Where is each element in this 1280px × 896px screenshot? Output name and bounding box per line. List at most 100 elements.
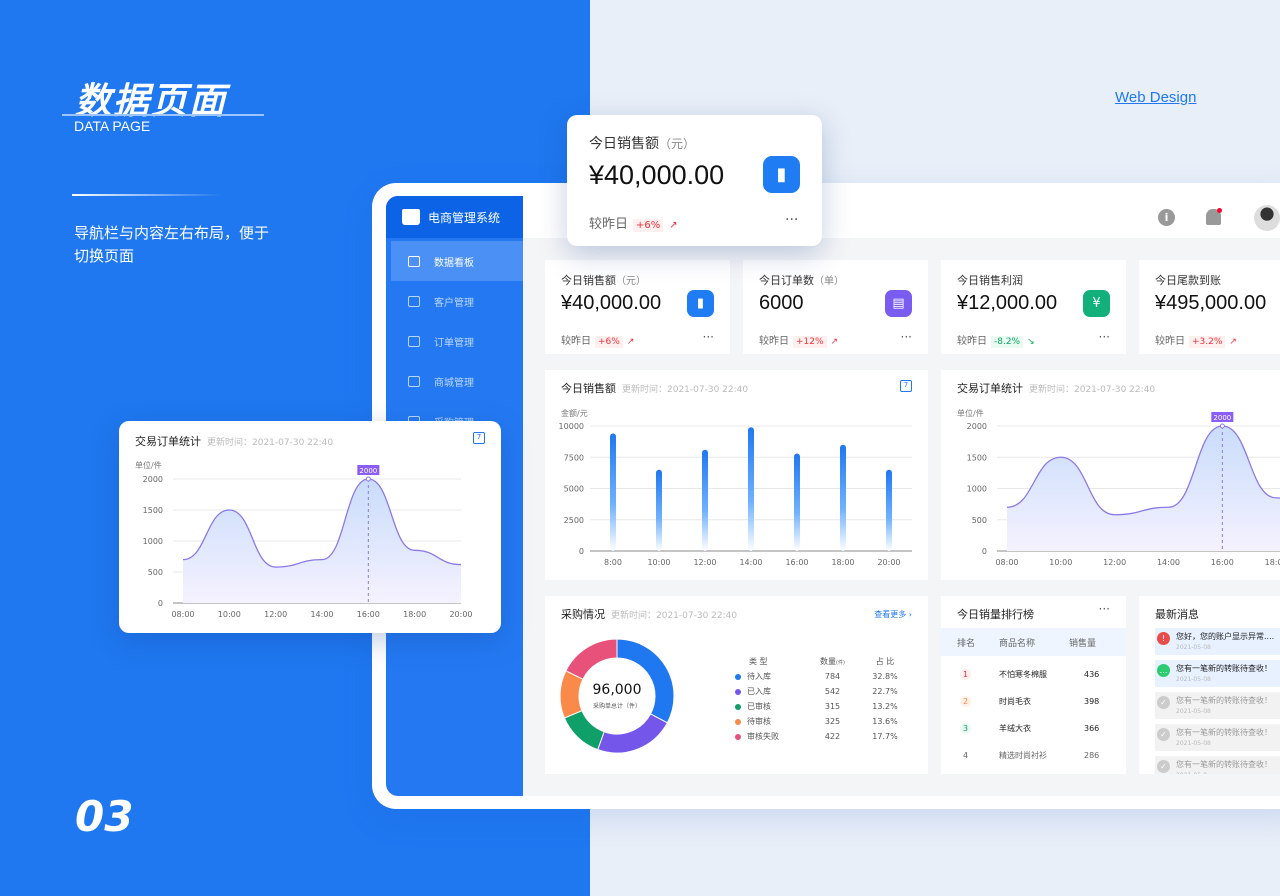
more-icon[interactable]: ··· (1098, 330, 1110, 344)
calendar-icon[interactable]: 7 (900, 380, 912, 392)
users-icon (408, 295, 420, 307)
bar (656, 469, 662, 551)
message-date: 2021-05-0 (1176, 772, 1272, 774)
compare-label: 较昨日 (759, 336, 789, 347)
message-item[interactable]: ✓ 您有一笔新的转账待查收！ 2021-05-08 (1155, 692, 1280, 719)
info-icon[interactable]: i (1158, 209, 1175, 226)
tooltip (357, 465, 380, 475)
bell-icon[interactable] (1206, 209, 1221, 225)
col-type: 类 型 (749, 657, 768, 666)
floating-sales-card: 今日销售额（元） ¥40,000.00 ▮ 较昨日 +6% ↗ ··· (567, 115, 822, 246)
notification-dot (1217, 208, 1222, 213)
sales-count: 286 (1084, 751, 1100, 760)
sidebar-item[interactable]: 订单管理 (386, 321, 523, 361)
donut-slice (563, 709, 605, 751)
message-text: 您有一笔新的转账待查收！ (1176, 696, 1272, 705)
avatar[interactable] (1254, 205, 1280, 231)
compare-label: 较昨日 (589, 217, 629, 232)
stat-label: 今日销售额 (561, 274, 616, 287)
trend-up-icon: ↗ (669, 220, 678, 231)
ranking-row[interactable]: 3 羊绒大衣 366 (941, 723, 1126, 734)
stat-value: ¥495,000.00 (1155, 292, 1267, 314)
more-icon[interactable]: ··· (1098, 602, 1110, 616)
legend-pct: 13.6% (872, 717, 898, 726)
stat-unit: （元） (659, 137, 696, 151)
sidebar-item-label: 订单管理 (434, 337, 474, 349)
legend-pct: 32.8% (872, 672, 898, 681)
update-time: 更新时间：2021-07-30 22:40 (1029, 385, 1156, 395)
x-tick-label: 12:00 (693, 558, 716, 567)
sidebar-item-label: 数据看板 (434, 257, 474, 269)
sidebar-item[interactable]: 客户管理 (386, 281, 523, 321)
chart-title: 今日销售额 (561, 382, 616, 395)
legend-pct: 13.2% (872, 702, 898, 711)
message-item[interactable]: ✓ 您有一笔新的转账待查收！ 2021-05-08 (1155, 724, 1280, 751)
x-tick-label: 14:00 (310, 610, 333, 619)
trend-down-icon: ↘ (1027, 337, 1035, 347)
change-badge: -8.2% (991, 336, 1024, 348)
x-tick-label: 08:00 (995, 558, 1018, 567)
x-tick-label: 12:00 (264, 610, 287, 619)
change-badge: +6% (633, 219, 664, 232)
message-item[interactable]: … 您有一笔新的转账待查收！ 2021-05-08 (1155, 660, 1280, 687)
series-line (182, 478, 462, 568)
x-tick-label: 14:00 (739, 558, 762, 567)
more-icon[interactable]: ··· (785, 212, 799, 228)
x-tick-label: 8:00 (604, 558, 622, 567)
y-tick-label: 5000 (564, 485, 584, 494)
ranking-row[interactable]: 2 时尚毛衣 398 (941, 696, 1126, 707)
y-tick-label: 500 (148, 568, 163, 577)
notepad-icon: ▤ (885, 290, 912, 317)
legend-header: 类 型 数量(件) 占 比 (735, 654, 910, 669)
sidebar-item[interactable]: 数据看板 (391, 241, 523, 281)
stat-value: ¥40,000.00 (589, 160, 725, 190)
purchase-legend: 类 型 数量(件) 占 比待入库 784 32.8% 已入库 542 22.7% 已审核 315 1… (735, 654, 910, 744)
app-name: 电商管理系统 (428, 210, 501, 225)
legend-row: 待审核 325 13.6% (735, 714, 910, 729)
legend-qty: 422 (824, 732, 841, 741)
more-icon[interactable]: ··· (900, 330, 912, 344)
qty-unit: (件) (836, 660, 845, 666)
product-name: 不怕寒冬棉服 (999, 670, 1047, 679)
sidebar-item[interactable]: 商城管理 (386, 361, 523, 401)
view-more-link[interactable]: 查看更多 › (874, 610, 912, 619)
stat-label: 今日订单数 (759, 274, 814, 287)
message-item[interactable]: ✓ 您有一笔新的转账待查收！ 2021-05-0 (1155, 756, 1280, 774)
hero-description: 导航栏与内容左右布局，便于切换页面 (74, 224, 270, 265)
chat-icon: … (1157, 664, 1170, 677)
message-date: 2021-05-08 (1176, 644, 1211, 651)
trend-up-icon: ↗ (1229, 337, 1237, 347)
area-fill (183, 479, 461, 603)
x-tick-label: 14:00 (1157, 558, 1180, 567)
sales-count: 366 (1084, 724, 1100, 733)
calendar-icon[interactable]: 7 (473, 432, 485, 444)
divider (72, 194, 222, 196)
highlight-point (1219, 423, 1225, 429)
ranking-row[interactable]: 1 不怕寒冬棉服 436 (941, 669, 1126, 680)
y-tick-label: 1500 (967, 453, 987, 462)
message-item[interactable]: ! 您好，您的账户显示异常.... 2021-05-08 (1155, 628, 1280, 655)
floating-orders-chart: 交易订单统计 更新时间：2021-07-30 22:40 7 单位/件 0 500 1… (119, 421, 501, 633)
more-icon[interactable]: ··· (702, 330, 714, 344)
rank-badge: 4 (962, 751, 969, 760)
sales-count: 436 (1084, 670, 1100, 679)
sidebar-item-label: 客户管理 (434, 297, 474, 309)
message-date: 2021-05-08 (1176, 676, 1211, 683)
stat-card: 今日订单数（单） 6000 ▤ 较昨日 +12% ↗ ··· (743, 260, 928, 354)
rank-badge: 3 (960, 723, 971, 734)
message-text: 您有一笔新的转账待查收！ (1176, 728, 1272, 737)
stat-unit: （单） (814, 276, 844, 287)
y-tick-label: 0 (579, 547, 584, 556)
bar (610, 433, 616, 551)
shopping-bag-icon (402, 209, 420, 225)
ranking-row[interactable]: 4 精选时尚衬衫 286 (941, 750, 1126, 761)
y-tick-label: 0 (158, 599, 163, 608)
legend-type: 审核失败 (747, 732, 779, 741)
x-tick-label: 16:00 (357, 610, 380, 619)
update-time: 更新时间：2021-07-30 22:40 (611, 611, 738, 621)
sales-count: 398 (1084, 697, 1100, 706)
series-line (1006, 425, 1280, 516)
x-tick-label: 20:00 (449, 610, 472, 619)
web-design-link[interactable]: Web Design (1115, 89, 1197, 106)
monitor-icon (408, 255, 420, 267)
